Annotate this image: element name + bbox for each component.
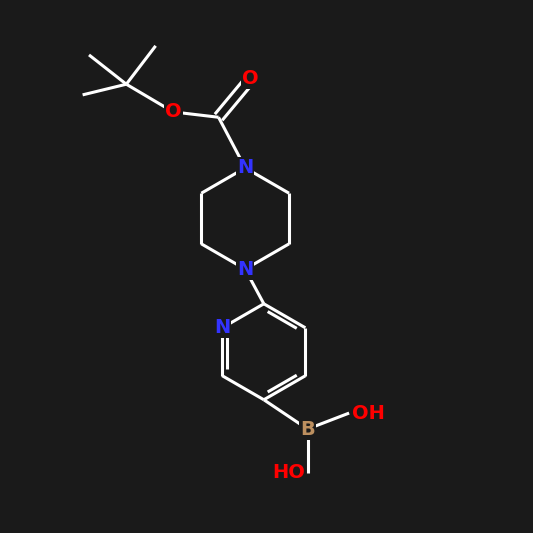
Text: N: N <box>237 260 253 279</box>
Text: O: O <box>165 102 182 122</box>
Text: N: N <box>214 318 230 337</box>
Text: HO: HO <box>272 463 305 482</box>
Text: B: B <box>300 419 315 439</box>
Text: N: N <box>237 158 253 177</box>
Text: OH: OH <box>352 403 385 423</box>
Text: O: O <box>242 69 259 88</box>
